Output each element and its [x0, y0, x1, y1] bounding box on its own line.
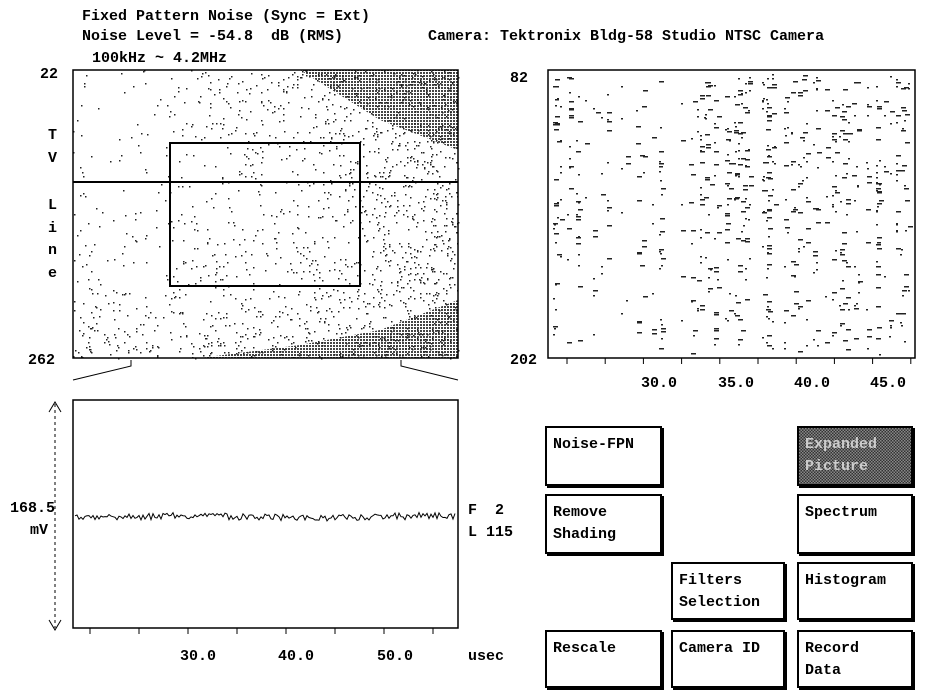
x-tick-label: 50.0 — [377, 648, 413, 665]
x-tick-label: 35.0 — [718, 375, 754, 392]
button[interactable]: Spectrum — [797, 494, 913, 554]
x-unit: usec — [468, 648, 504, 665]
button[interactable]: Camera ID — [671, 630, 785, 688]
image-frame — [72, 69, 459, 359]
button[interactable]: Filters Selection — [671, 562, 785, 620]
button[interactable]: Record Data — [797, 630, 913, 688]
level: 168.5 — [10, 500, 55, 517]
title: Fixed Pattern Noise (Sync = Ext) — [82, 8, 370, 25]
axis-title-letter: e — [48, 265, 57, 282]
band: 100kHz ~ 4.2MHz — [92, 50, 227, 67]
top-line-label: 82 — [510, 70, 528, 87]
bottom-line-label: 262 — [28, 352, 55, 369]
noise-dots — [553, 74, 913, 356]
x-tick-label: 45.0 — [870, 375, 906, 392]
x-tick-label: 30.0 — [641, 375, 677, 392]
zoom-box — [169, 142, 361, 287]
noise-image — [553, 74, 913, 356]
x-tick-label: 40.0 — [278, 648, 314, 665]
level-unit: mV — [30, 522, 48, 539]
dense-region — [200, 300, 458, 358]
noise-level: Noise Level = -54.8 dB (RMS) — [82, 28, 343, 45]
connector — [72, 360, 132, 381]
x-tick-label: 30.0 — [180, 648, 216, 665]
axis-title-letter: V — [48, 150, 57, 167]
button[interactable]: Noise-FPN — [545, 426, 662, 486]
connector — [400, 360, 459, 381]
bottom-line-label: 202 — [510, 352, 537, 369]
axis-title-letter: L — [48, 197, 57, 214]
top-line-label: 22 — [40, 66, 58, 83]
waveform-frame — [72, 399, 459, 629]
button[interactable]: Histogram — [797, 562, 913, 620]
line-number: L 115 — [468, 524, 513, 541]
axis-title-letter: T — [48, 127, 57, 144]
button[interactable]: Remove Shading — [545, 494, 662, 554]
image-frame — [547, 69, 916, 359]
x-tick-label: 40.0 — [794, 375, 830, 392]
noise-image — [73, 70, 460, 360]
axis-title-letter: i — [48, 220, 57, 237]
field: F 2 — [468, 502, 504, 519]
waveform — [74, 511, 456, 522]
camera: Camera: Tektronix Bldg-58 Studio NTSC Ca… — [428, 28, 824, 45]
axis-title-letter: n — [48, 242, 57, 259]
button[interactable]: Expanded Picture — [797, 426, 913, 486]
arrow-head — [48, 401, 62, 631]
button[interactable]: Rescale — [545, 630, 662, 688]
